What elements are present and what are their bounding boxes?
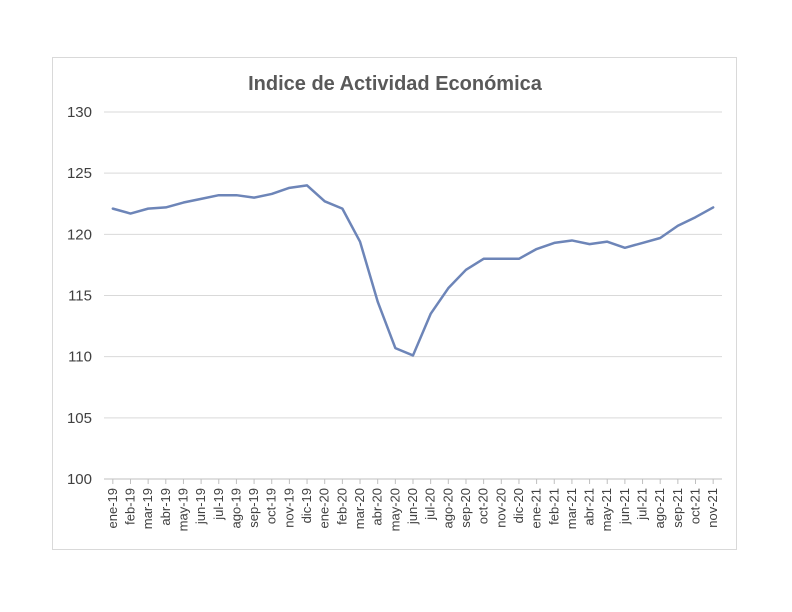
y-tick-label: 120 xyxy=(67,226,92,243)
x-tick-label: oct-20 xyxy=(476,488,491,524)
y-tick-label: 105 xyxy=(67,410,92,427)
y-tick-label: 125 xyxy=(67,165,92,182)
x-tick-label: nov-20 xyxy=(493,488,508,528)
x-tick-label: sep-20 xyxy=(458,488,473,528)
x-tick-label: jun-20 xyxy=(405,488,420,525)
x-tick-label: oct-21 xyxy=(688,488,703,524)
series-line xyxy=(111,184,715,357)
x-tick-label: feb-20 xyxy=(334,488,349,525)
x-tick-label: mar-20 xyxy=(352,488,367,529)
gridlines xyxy=(104,111,722,419)
y-tick-label: 130 xyxy=(67,104,92,121)
x-tick-label: ene-20 xyxy=(317,488,332,528)
x-tick-label: jul-21 xyxy=(635,488,650,521)
x-tick-label: mar-21 xyxy=(564,488,579,529)
y-tick-label: 115 xyxy=(68,288,92,305)
x-tick-label: may-20 xyxy=(387,488,402,531)
x-tick-label: feb-21 xyxy=(546,488,561,525)
x-tick-label: sep-21 xyxy=(670,488,685,528)
x-tick-label: feb-19 xyxy=(122,488,137,525)
x-tick-label: dic-19 xyxy=(299,488,314,523)
chart-frame xyxy=(52,57,737,550)
x-tick-label: ago-19 xyxy=(228,488,243,528)
x-tick-label: dic-20 xyxy=(511,488,526,523)
x-tick-label: may-19 xyxy=(175,488,190,531)
y-tick-label: 100 xyxy=(67,471,92,488)
x-tick-label: oct-19 xyxy=(264,488,279,524)
x-tick-label: ene-21 xyxy=(529,488,544,528)
x-tick-label: jul-19 xyxy=(211,488,226,521)
x-tick-label: nov-19 xyxy=(281,488,296,528)
x-tick-label: abr-20 xyxy=(370,488,385,526)
x-tick-label: jun-21 xyxy=(617,488,632,525)
x-tick-label: ene-19 xyxy=(105,488,120,528)
x-tick-label: nov-21 xyxy=(705,488,720,528)
x-tick-label: abr-19 xyxy=(158,488,173,526)
x-tick-label: abr-21 xyxy=(582,488,597,526)
x-tick-label: jul-20 xyxy=(423,488,438,521)
x-tick-label: sep-19 xyxy=(246,488,261,528)
x-tick-label: jun-19 xyxy=(193,488,208,525)
x-tick-label: ago-20 xyxy=(440,488,455,528)
x-tick-label: may-21 xyxy=(599,488,614,531)
x-axis-ticks: ene-19 feb-19 mar-19 abr-19 may-19 jun-19 jul-… xyxy=(105,479,720,531)
y-tick-label: 110 xyxy=(68,349,92,366)
x-tick-label: mar-19 xyxy=(140,488,155,529)
chart-title: Indice de Actividad Económica xyxy=(248,73,543,95)
y-axis-ticks: 100 105 110 115 120 125 130 xyxy=(67,104,92,488)
series-layer xyxy=(111,184,715,357)
x-tick-label: ago-21 xyxy=(652,488,667,528)
